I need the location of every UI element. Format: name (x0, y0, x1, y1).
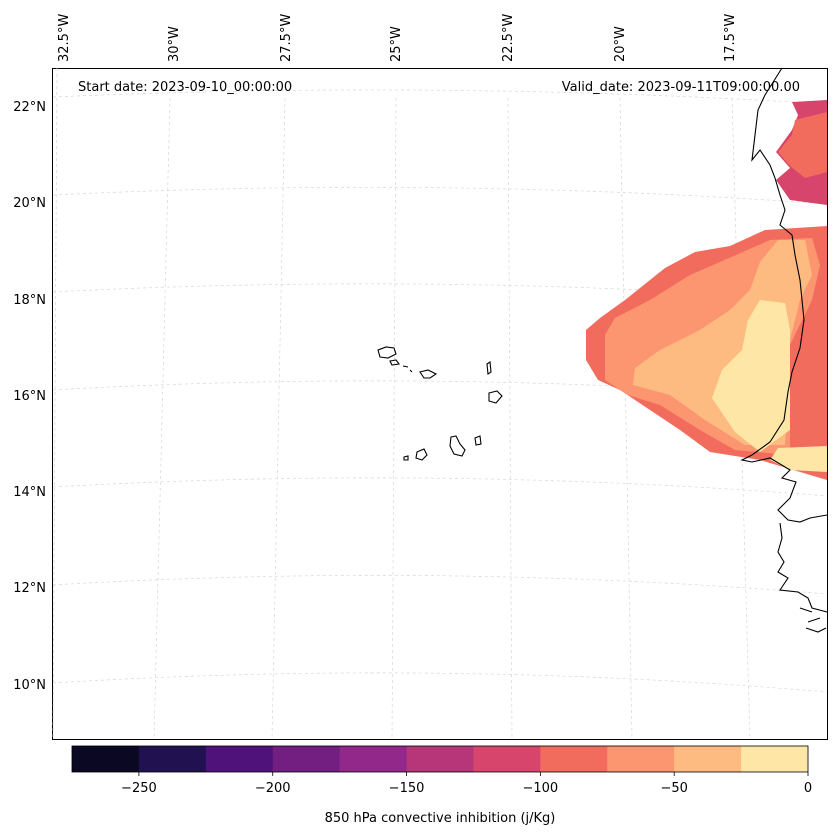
gridline-lon-25 (391, 97, 397, 740)
lon-label-22-5: 22.5°W (501, 14, 516, 62)
colorbar-cell (406, 746, 474, 772)
gridline-lon-32-5 (52, 67, 58, 740)
colorbar-cell (339, 746, 408, 772)
colorbar-cells (72, 746, 809, 772)
gridlines (52, 67, 828, 740)
lon-label-30: 30°W (167, 26, 182, 62)
lon-label-20: 20°W (613, 26, 628, 62)
gridline-lon-30 (153, 97, 171, 740)
colorbar-cell (674, 746, 742, 772)
island-sao-nicolau (419, 369, 438, 379)
lat-label-20: 20°N (13, 196, 46, 211)
colorbar-tick-label: −100 (523, 781, 559, 796)
lon-label-32-5: 32.5°W (57, 14, 72, 62)
start-date-label: Start date: 2023-09-10_00:00:00 (78, 80, 292, 95)
colorbar-cell (607, 746, 675, 772)
colorbar-tick-label: 0 (804, 781, 812, 796)
lat-label-18: 18°N (13, 293, 46, 308)
colorbar-tick-label: −50 (660, 781, 687, 796)
island-santa-luzia (402, 365, 413, 373)
lat-label-10: 10°N (13, 678, 46, 693)
lon-label-25: 25°W (389, 26, 404, 62)
lon-label-17-5: 17.5°W (723, 14, 738, 62)
island-fogo (415, 448, 428, 461)
longitude-labels: 32.5°W 30°W 27.5°W 25°W 22.5°W 20°W 17.5… (57, 14, 738, 62)
colorbar-cell (138, 746, 207, 772)
coastlines (740, 67, 828, 633)
island-santiago (449, 435, 466, 457)
gridline-lat-14 (52, 477, 828, 497)
colorbar-outline (71, 745, 809, 773)
island-boa-vista (488, 390, 503, 404)
bijagos-islands (799, 607, 827, 633)
guinea-coastline (777, 522, 828, 613)
gridline-lon-22-5 (507, 97, 513, 740)
island-brava (403, 455, 409, 461)
lat-label-22: 22°N (13, 100, 46, 115)
african-coastline (740, 67, 828, 523)
gridline-lon-20 (619, 97, 633, 740)
lon-label-27-5: 27.5°W (279, 14, 294, 62)
gridline-lat-20 (52, 186, 828, 205)
gridline-lat-12 (52, 575, 828, 595)
island-maio (474, 435, 482, 446)
colorbar-cell (473, 746, 541, 772)
colorbar-label: 850 hPa convective inhibition (j/Kg) (325, 811, 556, 826)
gridline-lat-22 (52, 89, 828, 105)
gridline-lat-10 (52, 672, 828, 693)
colorbar-cell (205, 746, 274, 772)
island-santo-antao (377, 346, 397, 359)
gridline-lat-18 (52, 283, 828, 302)
colorbar-cell (741, 746, 809, 772)
lat-label-12: 12°N (13, 581, 46, 596)
colorbar-tick-label: −200 (255, 781, 291, 796)
island-sal (486, 361, 492, 375)
island-sao-vicente (389, 359, 400, 366)
latitude-labels: 22°N 20°N 18°N 16°N 14°N 12°N 10°N (13, 100, 46, 693)
colorbar-cell (540, 746, 608, 772)
gridline-lon-27-5 (271, 97, 286, 740)
colorbar-ticks: −250 −200 −150 −100 −50 0 (121, 772, 812, 796)
lat-label-16: 16°N (13, 389, 46, 404)
colorbar-tick-label: −150 (389, 781, 425, 796)
colorbar-cell (72, 746, 140, 772)
colorbar-tick-label: −250 (121, 781, 157, 796)
contour-fill-minus-25 (712, 300, 827, 472)
colorbar-cell (272, 746, 341, 772)
valid-date-label: Valid_date: 2023-09-11T09:00:00.00 (562, 80, 800, 95)
gridline-lat-16 (52, 380, 828, 400)
cin-contours (586, 100, 827, 480)
colorbar: −250 −200 −150 −100 −50 0 850 hPa convective … (71, 745, 812, 826)
cape-verde-islands (377, 346, 503, 461)
lat-label-14: 14°N (13, 485, 46, 500)
